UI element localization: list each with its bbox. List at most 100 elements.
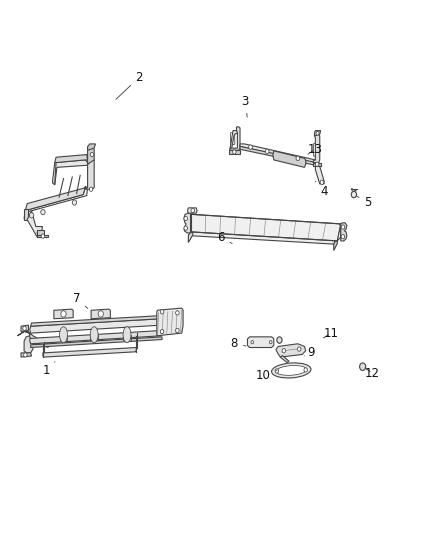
Circle shape (24, 353, 27, 357)
Polygon shape (276, 344, 306, 357)
Circle shape (249, 145, 252, 149)
Polygon shape (30, 333, 48, 348)
Polygon shape (341, 223, 347, 241)
Polygon shape (43, 348, 137, 357)
Polygon shape (230, 127, 240, 150)
FancyBboxPatch shape (230, 133, 235, 144)
Circle shape (90, 152, 94, 157)
Text: 11: 11 (323, 327, 338, 340)
Polygon shape (313, 133, 320, 163)
Circle shape (304, 368, 307, 372)
Polygon shape (188, 228, 193, 243)
Text: 10: 10 (255, 369, 277, 382)
Polygon shape (27, 211, 44, 237)
Ellipse shape (272, 363, 311, 378)
Circle shape (360, 363, 366, 370)
Polygon shape (55, 155, 88, 163)
Circle shape (23, 326, 26, 330)
Circle shape (98, 311, 103, 317)
Polygon shape (247, 337, 274, 348)
Polygon shape (24, 187, 88, 220)
Circle shape (160, 329, 164, 334)
Circle shape (315, 162, 319, 166)
Polygon shape (54, 309, 73, 319)
FancyBboxPatch shape (314, 143, 318, 156)
Polygon shape (84, 157, 94, 189)
Circle shape (251, 341, 254, 344)
Polygon shape (184, 213, 191, 233)
Circle shape (176, 311, 179, 315)
Polygon shape (88, 147, 94, 164)
Polygon shape (240, 147, 316, 165)
Circle shape (233, 150, 236, 154)
Circle shape (351, 191, 357, 198)
Text: 8: 8 (231, 337, 246, 350)
Polygon shape (157, 308, 183, 336)
Polygon shape (187, 208, 197, 213)
Polygon shape (37, 230, 44, 237)
Polygon shape (18, 332, 33, 353)
Circle shape (282, 349, 286, 353)
Polygon shape (31, 337, 162, 348)
Polygon shape (229, 150, 240, 154)
Polygon shape (313, 163, 321, 166)
Circle shape (297, 347, 301, 351)
Text: 2: 2 (116, 71, 143, 99)
Circle shape (176, 328, 179, 333)
Polygon shape (334, 237, 337, 251)
Ellipse shape (60, 327, 67, 343)
Circle shape (41, 209, 45, 215)
Polygon shape (53, 160, 88, 185)
Circle shape (341, 225, 345, 229)
Circle shape (265, 149, 269, 154)
Polygon shape (314, 131, 321, 136)
Circle shape (277, 337, 282, 343)
Polygon shape (91, 309, 110, 319)
Polygon shape (37, 235, 48, 237)
Polygon shape (31, 316, 162, 326)
Circle shape (29, 213, 34, 218)
Circle shape (341, 235, 345, 239)
Circle shape (275, 369, 279, 373)
Text: 3: 3 (242, 95, 249, 117)
Polygon shape (21, 325, 28, 332)
Text: 7: 7 (73, 292, 88, 309)
Ellipse shape (123, 327, 131, 343)
Polygon shape (21, 353, 32, 357)
Polygon shape (188, 228, 337, 244)
Circle shape (41, 234, 45, 238)
Polygon shape (24, 209, 28, 220)
Circle shape (296, 156, 300, 160)
Circle shape (191, 208, 194, 213)
Polygon shape (273, 151, 306, 167)
Circle shape (72, 200, 77, 205)
Circle shape (89, 187, 93, 191)
Polygon shape (188, 214, 341, 241)
Circle shape (61, 311, 66, 317)
Polygon shape (88, 144, 95, 150)
Circle shape (320, 180, 324, 184)
Ellipse shape (90, 327, 98, 343)
Polygon shape (280, 356, 289, 362)
Circle shape (184, 226, 187, 230)
Polygon shape (315, 166, 324, 184)
Text: 5: 5 (357, 196, 371, 209)
Text: 1: 1 (42, 362, 55, 377)
Text: 13: 13 (308, 143, 323, 156)
Polygon shape (240, 144, 315, 163)
Ellipse shape (276, 366, 307, 375)
Text: 4: 4 (315, 181, 328, 198)
Circle shape (269, 341, 272, 344)
Circle shape (160, 310, 164, 314)
Text: 9: 9 (304, 346, 315, 359)
Circle shape (316, 132, 319, 135)
Polygon shape (30, 330, 162, 344)
Circle shape (184, 216, 187, 221)
Polygon shape (30, 319, 162, 333)
Polygon shape (25, 187, 86, 211)
Text: 6: 6 (217, 231, 232, 244)
Polygon shape (230, 131, 237, 150)
FancyBboxPatch shape (250, 339, 268, 345)
Text: 12: 12 (365, 367, 380, 379)
FancyBboxPatch shape (88, 166, 92, 179)
